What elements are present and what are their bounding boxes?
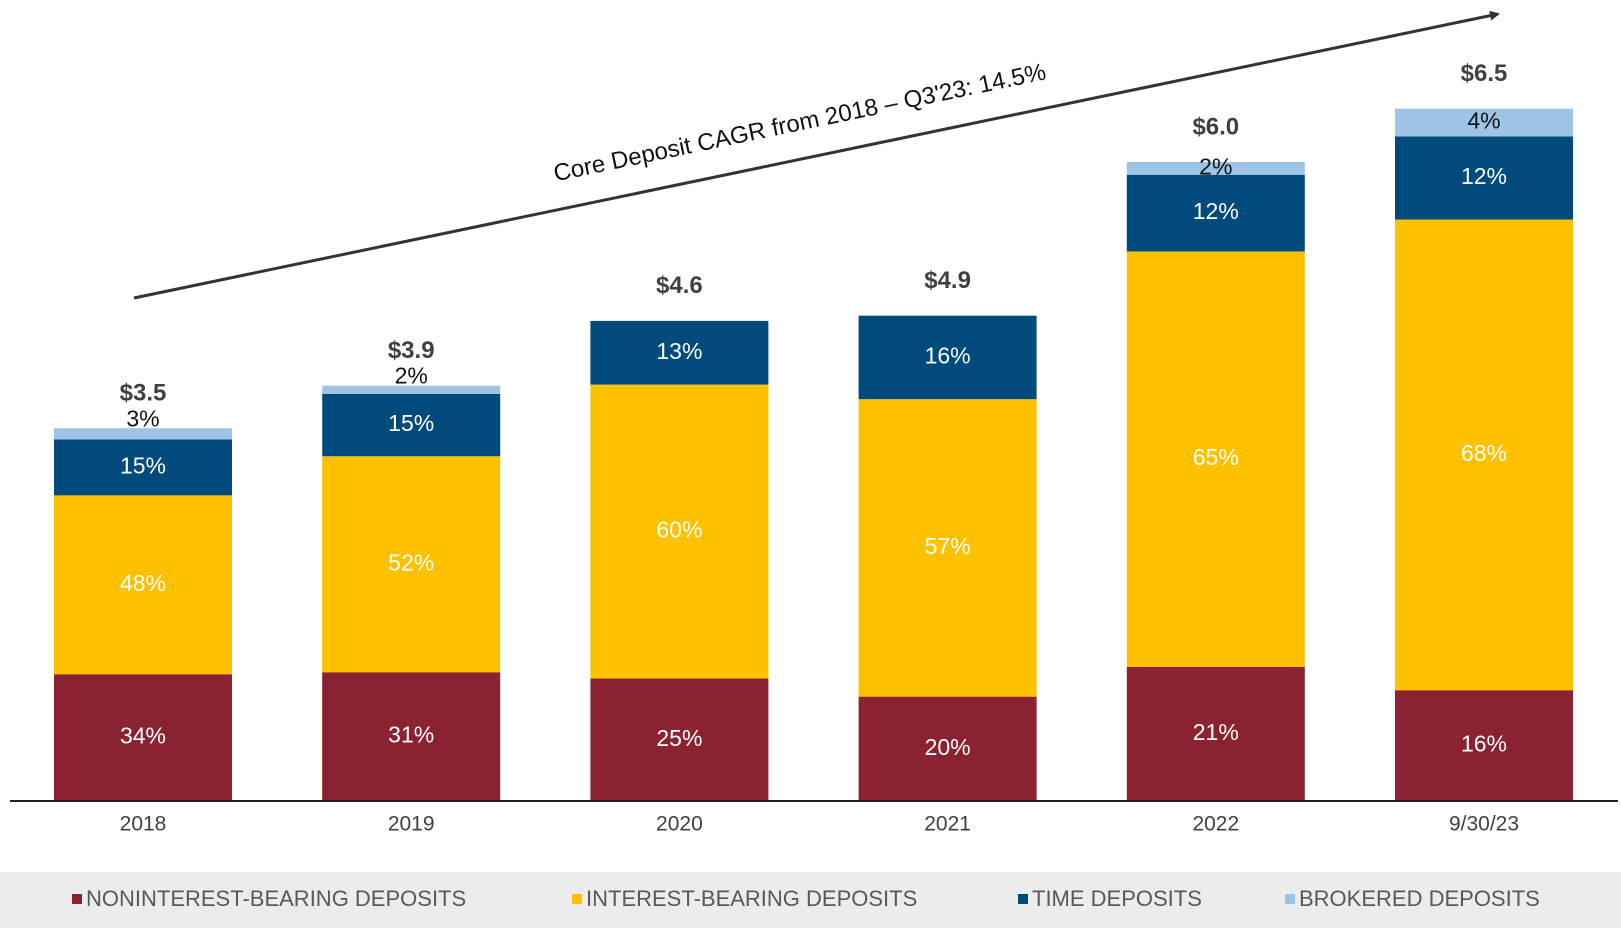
segment-label: 57% [925,533,971,559]
legend-swatch [72,894,82,904]
bar-segment [322,385,501,394]
x-tick-label: 2018 [120,813,167,836]
legend-label: NONINTEREST-BEARING DEPOSITS [86,886,466,911]
bar-segment [54,428,232,440]
segment-label: 20% [925,734,971,760]
segment-label: 65% [1193,444,1239,470]
segment-label: 13% [656,338,702,364]
bar-segment [54,495,232,675]
segment-label: 15% [120,452,166,478]
bar-segment [54,674,232,801]
legend-label: INTEREST-BEARING DEPOSITS [586,886,917,911]
segment-label: 31% [388,722,434,748]
legend-swatch [1018,894,1028,904]
segment-label: 25% [656,725,702,751]
total-label: $6.5 [1461,60,1508,87]
bar-segment [1126,666,1305,801]
segment-label: 3% [126,405,159,431]
bar-segment [1395,219,1573,691]
bar-segment [322,672,501,801]
bar-segment [1126,162,1305,175]
legend-swatch [1285,894,1295,904]
total-label: $4.9 [924,267,971,294]
bar-segment [1395,690,1573,801]
bar-segment [590,384,769,679]
segment-label: 16% [925,343,971,369]
segment-label: 12% [1193,198,1239,224]
trend-arrow [133,10,1500,300]
segment-label: 21% [1193,719,1239,745]
bar-segment [322,393,501,457]
bar-segment [1126,251,1305,667]
bar-segment [54,439,232,496]
bar-segment [858,399,1037,697]
bar-segment [1395,136,1573,220]
segment-label: 60% [656,517,702,543]
legend-band [0,872,1621,928]
legend-label: BROKERED DEPOSITS [1299,886,1540,911]
x-tick-label: 2020 [656,813,703,836]
total-label: $4.6 [656,272,703,299]
x-tick-label: 2019 [388,813,435,836]
segment-label: 2% [1199,153,1232,179]
total-label: $3.5 [120,380,167,407]
segment-label: 52% [388,549,434,575]
bar-segment [590,320,769,385]
bar-segment [1126,174,1305,252]
legend-label: TIME DEPOSITS [1032,886,1202,911]
segment-label: 34% [120,723,166,749]
bar-segment [858,315,1037,400]
bar-segment [590,678,769,801]
total-label: $6.0 [1192,113,1239,140]
legend-swatch [572,894,582,904]
segment-label: 4% [1467,108,1500,134]
x-tick-label: 2021 [924,813,971,836]
segment-label: 15% [388,410,434,436]
segment-label: 12% [1461,163,1507,189]
bar-segment [322,456,501,673]
x-tick-label: 2022 [1192,813,1239,836]
x-tick-label: 9/30/23 [1449,813,1519,836]
segment-label: 48% [120,570,166,596]
segment-label: 2% [395,363,428,389]
total-label: $3.9 [388,337,435,364]
bar-segment [1395,108,1573,137]
segment-label: 68% [1461,440,1507,466]
bar-segment [858,696,1037,801]
segment-label: 16% [1461,731,1507,757]
